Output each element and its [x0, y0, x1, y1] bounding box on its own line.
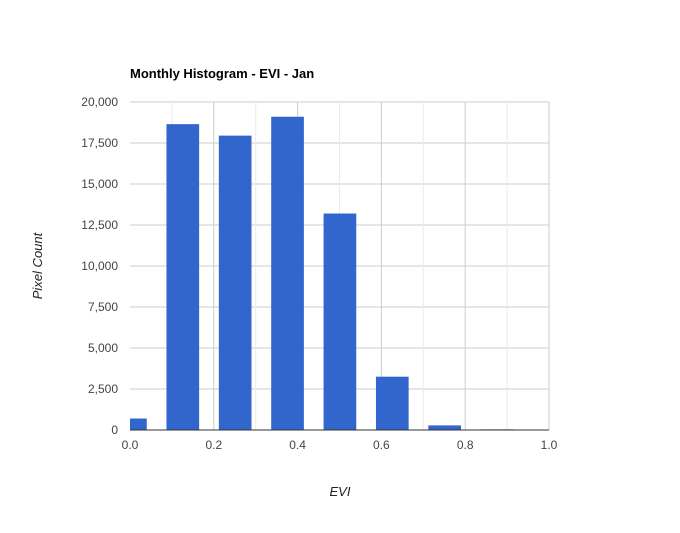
- x-tick-label: 0.0: [122, 438, 139, 452]
- histogram-bar: [323, 213, 357, 430]
- chart-title: Monthly Histogram - EVI - Jan: [130, 66, 314, 81]
- bars: [130, 116, 549, 430]
- y-tick-label: 7,500: [88, 300, 118, 314]
- x-tick-label: 0.2: [205, 438, 222, 452]
- x-tick-label: 1.0: [541, 438, 558, 452]
- x-tick-label: 0.6: [373, 438, 390, 452]
- y-tick-label: 15,000: [81, 177, 118, 191]
- x-tick-label: 0.8: [457, 438, 474, 452]
- y-tick-label: 0: [111, 423, 118, 437]
- histogram-bar: [375, 376, 409, 430]
- y-tick-label: 20,000: [81, 95, 118, 109]
- y-tick-label: 12,500: [81, 218, 118, 232]
- y-tick-label: 5,000: [88, 341, 118, 355]
- histogram-bar: [271, 116, 304, 430]
- y-tick-label: 2,500: [88, 382, 118, 396]
- y-tick-label: 10,000: [81, 259, 118, 273]
- histogram-bar: [218, 135, 252, 430]
- x-axis-title: EVI: [330, 484, 351, 499]
- y-tick-label: 17,500: [81, 136, 118, 150]
- x-tick-label: 0.4: [289, 438, 306, 452]
- histogram-bar: [166, 124, 200, 430]
- tick-labels: 0 2,500 5,000 7,500 10,000 12,500 15,000 17,500…: [81, 95, 557, 452]
- y-axis-title: Pixel Count: [30, 231, 45, 299]
- histogram-bar: [428, 425, 462, 430]
- histogram-bar: [130, 418, 147, 430]
